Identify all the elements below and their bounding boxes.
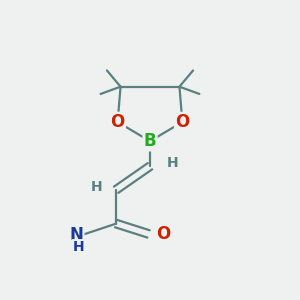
Text: B: B	[144, 132, 156, 150]
Text: O: O	[156, 225, 170, 243]
Text: H: H	[73, 240, 84, 254]
Text: H: H	[69, 225, 81, 239]
Text: N: N	[69, 226, 83, 244]
Text: H: H	[90, 180, 102, 194]
Text: O: O	[175, 113, 190, 131]
Text: O: O	[110, 113, 125, 131]
Text: H: H	[166, 156, 178, 170]
